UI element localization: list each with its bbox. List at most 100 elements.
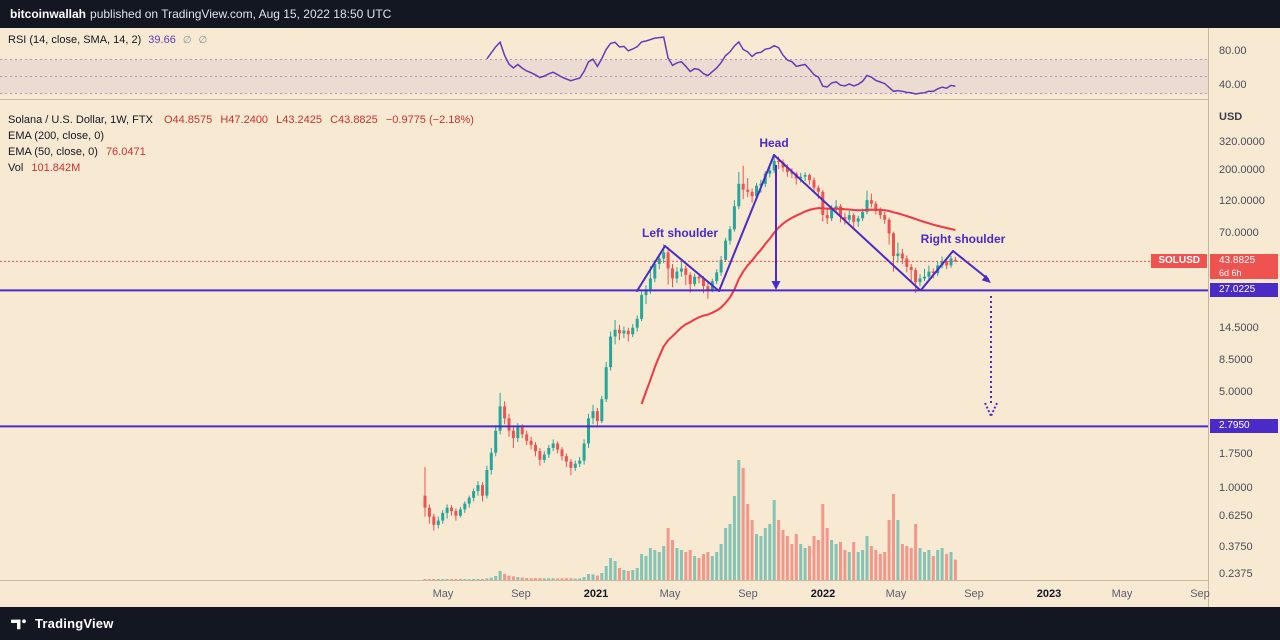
candle-body <box>631 327 635 335</box>
candle-body <box>578 460 582 464</box>
volume-bar <box>949 552 953 580</box>
rsi-settings-icon[interactable]: ∅ <box>198 34 208 46</box>
candle-body <box>450 507 453 512</box>
volume-bar <box>719 544 723 580</box>
candle-body <box>728 229 732 241</box>
ema50-label[interactable]: EMA (50, close, 0) <box>8 146 98 158</box>
candle-body <box>662 252 666 259</box>
volume-bar <box>794 534 798 580</box>
ema200-label[interactable]: EMA (200, close, 0) <box>8 130 104 142</box>
candle-body <box>741 183 745 190</box>
candle-body <box>949 258 953 266</box>
candle-body <box>534 445 537 452</box>
rsi-hide-icon[interactable]: ∅ <box>182 34 192 46</box>
pattern-trendline[interactable] <box>718 154 775 292</box>
volume-bar <box>635 568 639 580</box>
volume-bar <box>839 542 842 580</box>
candle-body <box>755 185 758 197</box>
candle-body <box>799 176 803 179</box>
volume-bar <box>923 552 926 580</box>
vol-value: 101.842M <box>31 162 81 174</box>
volume-bar <box>781 530 785 580</box>
volume-bar <box>538 578 542 580</box>
rsi-legend: RSI (14, close, SMA, 14, 2) 39.66 ∅ ∅ <box>8 34 207 46</box>
volume-bar <box>427 579 431 580</box>
candle-body <box>825 215 829 219</box>
candle-body <box>618 329 621 334</box>
volume-bar <box>604 566 608 580</box>
pattern-trendline[interactable] <box>636 245 666 292</box>
volume-bar <box>511 576 515 580</box>
volume-bar <box>564 578 568 580</box>
volume-bar <box>931 556 935 580</box>
candle-body <box>679 268 683 272</box>
logo-bar-stem <box>17 619 21 629</box>
candle-body <box>923 276 926 279</box>
rsi-legend-title[interactable]: RSI (14, close, SMA, 14, 2) <box>8 34 142 46</box>
rsi-band <box>0 59 1208 94</box>
volume-bar <box>587 574 590 580</box>
candle-body <box>494 430 498 453</box>
time-axis-label: Sep <box>511 588 531 600</box>
volume-bar <box>812 536 816 580</box>
volume-bar <box>600 573 604 580</box>
candle-body <box>507 418 511 431</box>
volume-bar <box>613 561 617 580</box>
candle-body <box>436 520 440 525</box>
pattern-trendline[interactable] <box>773 154 921 291</box>
volume-bar <box>905 546 909 580</box>
rsi-chart-canvas[interactable] <box>0 28 1208 100</box>
candle-body <box>600 399 604 422</box>
ema50-line <box>640 207 956 405</box>
pattern-trendline[interactable] <box>952 250 989 280</box>
volume-bar <box>653 550 657 580</box>
pattern-trendline[interactable] <box>664 245 720 292</box>
volume-bar <box>878 554 882 580</box>
pattern-trendline[interactable] <box>920 250 954 291</box>
projection-arrowhead <box>990 402 998 417</box>
time-axis-label: May <box>885 588 907 600</box>
volume-bar <box>657 552 661 580</box>
volume-bar <box>799 544 803 580</box>
brand-name[interactable]: TradingView <box>35 616 114 631</box>
time-axis-label: Sep <box>738 588 758 600</box>
volume-bar <box>595 575 599 580</box>
candle-body <box>463 503 467 510</box>
volume-bar <box>481 579 484 580</box>
volume-bar <box>458 579 462 580</box>
candle-body <box>878 210 882 216</box>
volume-bar <box>843 550 847 580</box>
time-axis[interactable]: May Sep 2021 May Sep 2022 May Sep 2023 May Sep <box>0 580 1210 607</box>
price-tick: 200.0000 <box>1219 164 1265 177</box>
candle-body <box>732 206 736 230</box>
price-tick: 5.0000 <box>1219 385 1253 398</box>
projection-arrowhead <box>984 402 992 417</box>
price-chart-canvas[interactable]: Left shoulder Head Right shoulder <box>0 100 1208 580</box>
candle-body <box>445 507 449 513</box>
volume-bar <box>830 540 834 580</box>
time-axis-label: 2023 <box>1036 588 1062 600</box>
volume-bar <box>755 534 758 580</box>
price-tick: 320.0000 <box>1219 136 1265 149</box>
price-tick: 0.3750 <box>1219 540 1253 553</box>
price-tick: 120.0000 <box>1219 195 1265 208</box>
ohlc-close: C43.8825 <box>330 114 378 126</box>
candle-body <box>454 511 458 516</box>
volume-bar <box>578 578 582 580</box>
rsi-line <box>486 36 956 95</box>
price-axis[interactable]: USD 43.8825 6d 6h 27.0225 2.7950 320.000… <box>1208 28 1280 607</box>
volume-bar <box>861 550 865 580</box>
vol-label[interactable]: Vol <box>8 162 24 174</box>
price-tick: 14.5000 <box>1219 321 1259 334</box>
volume-bar <box>909 548 913 580</box>
candle-body <box>777 160 781 163</box>
volume-bar <box>476 579 480 580</box>
volume-bar <box>746 504 750 580</box>
price-pane[interactable]: Left shoulder Head Right shoulder Solana /… <box>0 100 1208 580</box>
rsi-pane[interactable]: RSI (14, close, SMA, 14, 2) 39.66 ∅ ∅ <box>0 28 1208 100</box>
symbol-title[interactable]: Solana / U.S. Dollar, 1W, FTX <box>8 114 153 126</box>
tradingview-logo[interactable] <box>10 615 28 633</box>
candle-body <box>905 258 909 267</box>
candle-body <box>821 191 825 215</box>
publisher-username: bitcoinwallah <box>10 7 87 21</box>
